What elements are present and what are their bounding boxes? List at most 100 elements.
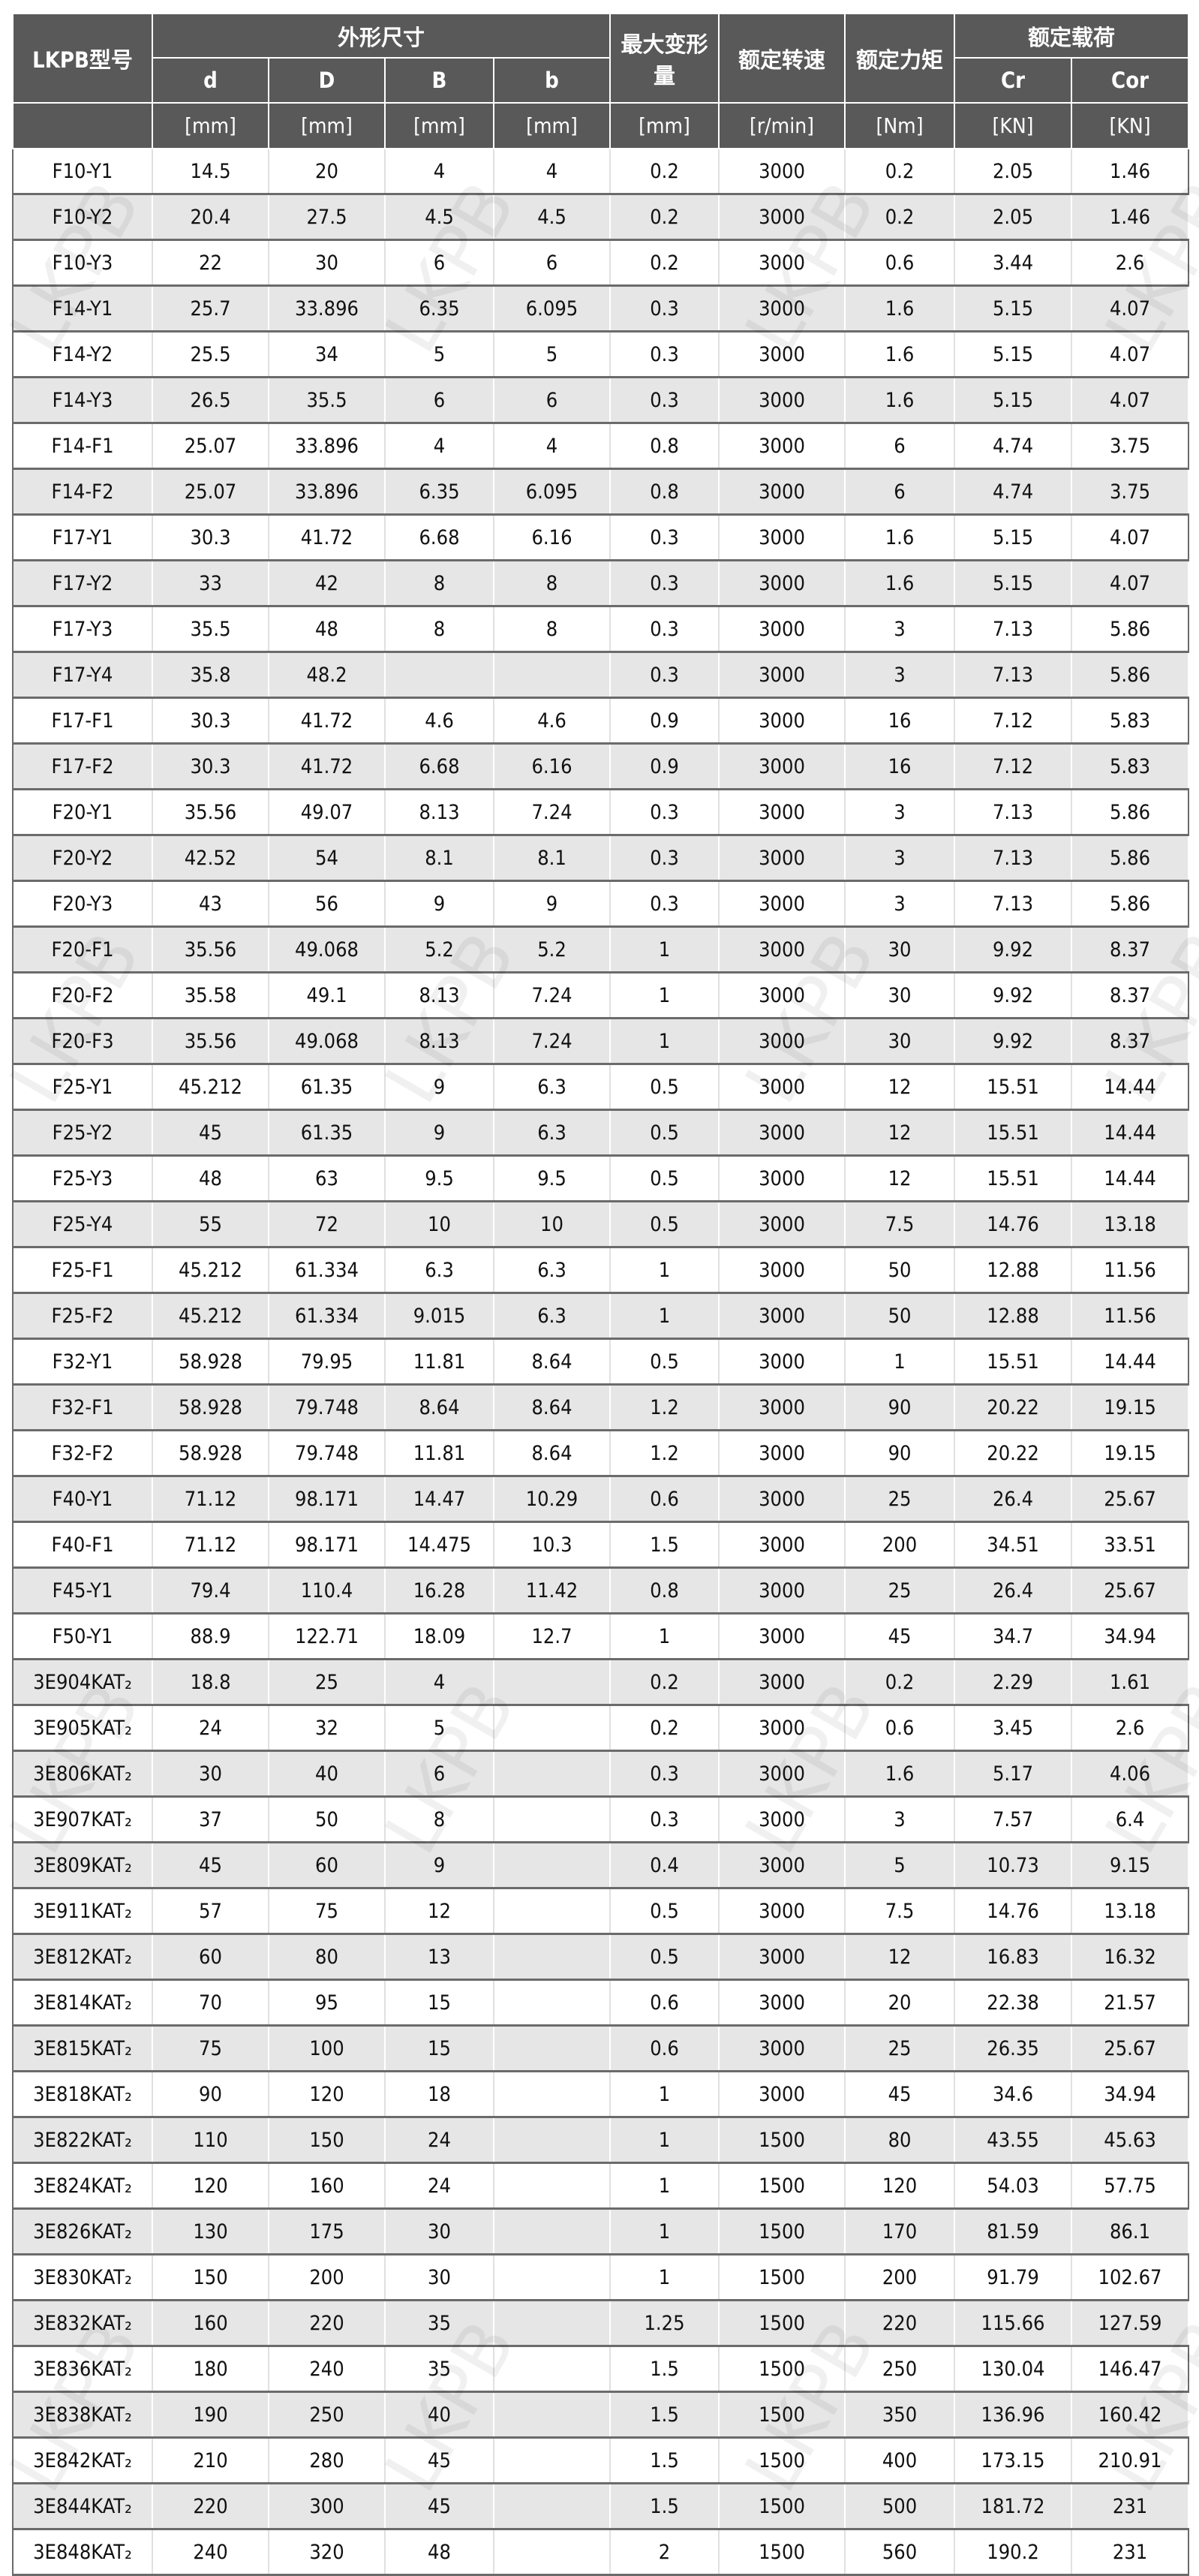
- value-cell: 160.42: [1071, 2391, 1190, 2439]
- value-cell: 3.75: [1071, 468, 1190, 516]
- value-cell: 30: [845, 1018, 956, 1065]
- value-cell: 3000: [719, 1293, 846, 1340]
- value-cell: 1: [610, 1613, 720, 1660]
- value-cell: 6: [385, 377, 494, 424]
- table-row: F14-F1 25.07 33.896 4 4 0.8 3000 6 4.74 3.75: [12, 423, 1190, 470]
- value-cell: 6.3: [494, 1064, 612, 1111]
- value-cell: 11.81: [385, 1338, 494, 1386]
- value-cell: 9.92: [954, 926, 1073, 974]
- value-cell: 48: [152, 1155, 269, 1202]
- value-cell: 45: [152, 1109, 269, 1157]
- value-cell: 4.06: [1071, 1750, 1190, 1798]
- value-cell: 7.5: [845, 1201, 956, 1248]
- value-cell: 8.64: [494, 1430, 612, 1477]
- value-cell: 4: [385, 423, 494, 470]
- value-cell: 18: [385, 2071, 494, 2118]
- value-cell: 16.32: [1071, 1934, 1190, 1981]
- value-cell: 250: [845, 2346, 956, 2393]
- value-cell: 25.67: [1071, 2025, 1190, 2072]
- value-cell: 0.2: [845, 1659, 956, 1706]
- table-row: F17-Y4 35.8 48.2 0.3 3000 3 7.13 5.86: [12, 652, 1190, 699]
- value-cell: 35.58: [152, 972, 269, 1019]
- value-cell: 1.46: [1071, 194, 1190, 241]
- value-cell: 1.5: [610, 2391, 720, 2439]
- value-cell: 1500: [719, 2208, 846, 2256]
- value-cell: 61.334: [269, 1293, 386, 1340]
- value-cell: 300: [269, 2483, 386, 2530]
- value-cell: 22: [152, 239, 269, 287]
- value-cell: 120: [845, 2162, 956, 2210]
- value-cell: 4.07: [1071, 560, 1190, 607]
- value-cell: 25.07: [152, 423, 269, 470]
- value-cell: 3000: [719, 194, 846, 241]
- value-cell: 3000: [719, 1934, 846, 1981]
- value-cell: 0.3: [610, 285, 720, 333]
- value-cell: 3: [845, 789, 956, 836]
- value-cell: 60: [269, 1842, 386, 1889]
- value-cell: 12.7: [494, 1613, 612, 1660]
- value-cell: 25: [269, 1659, 386, 1706]
- value-cell: 26.35: [954, 2025, 1073, 2072]
- model-cell: F32-Y1: [12, 1338, 153, 1386]
- value-cell: 75: [152, 2025, 269, 2072]
- value-cell: 30.3: [152, 697, 269, 745]
- value-cell: 57: [152, 1888, 269, 1935]
- value-cell: 18.8: [152, 1659, 269, 1706]
- value-cell: 5: [385, 331, 494, 378]
- value-cell: 0.6: [610, 1979, 720, 2027]
- value-cell: 0.3: [610, 606, 720, 653]
- model-cell: F20-Y1: [12, 789, 153, 836]
- value-cell: 9.92: [954, 972, 1073, 1019]
- value-cell: 3000: [719, 377, 846, 424]
- value-cell: 130: [152, 2208, 269, 2256]
- value-cell: [494, 1979, 612, 2027]
- value-cell: 8.64: [385, 1384, 494, 1431]
- value-cell: 26.4: [954, 1567, 1073, 1615]
- model-cell: 3E818KAT₂: [12, 2071, 153, 2118]
- table-row: 3E848KAT₂ 240 320 48 2 1500 560 190.2 231: [12, 2529, 1190, 2576]
- model-cell: F20-Y3: [12, 880, 153, 928]
- value-cell: 9.015: [385, 1293, 494, 1340]
- value-cell: 57.75: [1071, 2162, 1190, 2210]
- value-cell: 79.748: [269, 1384, 386, 1431]
- value-cell: 1.2: [610, 1384, 720, 1431]
- value-cell: 58.928: [152, 1384, 269, 1431]
- value-cell: 12.88: [954, 1293, 1073, 1340]
- value-cell: 37: [152, 1796, 269, 1843]
- value-cell: 4.07: [1071, 514, 1190, 561]
- table-row: 3E907KAT₂ 37 50 8 0.3 3000 3 7.57 6.4: [12, 1796, 1190, 1843]
- value-cell: 15.51: [954, 1109, 1073, 1157]
- value-cell: 49.068: [269, 926, 386, 974]
- value-cell: 34.94: [1071, 1613, 1190, 1660]
- value-cell: 0.3: [610, 560, 720, 607]
- model-cell: F20-F2: [12, 972, 153, 1019]
- value-cell: 1: [610, 2254, 720, 2301]
- model-cell: F17-Y1: [12, 514, 153, 561]
- value-cell: 1500: [719, 2254, 846, 2301]
- value-cell: 24: [385, 2162, 494, 2210]
- value-cell: 5.83: [1071, 743, 1190, 790]
- value-cell: 10.3: [494, 1521, 612, 1569]
- model-cell: 3E822KAT₂: [12, 2117, 153, 2164]
- value-cell: 9: [385, 1109, 494, 1157]
- value-cell: 61.35: [269, 1064, 386, 1111]
- value-cell: 3000: [719, 285, 846, 333]
- value-cell: 9: [385, 1842, 494, 1889]
- value-cell: 3: [845, 835, 956, 882]
- value-cell: [494, 1888, 612, 1935]
- value-cell: 3000: [719, 1247, 846, 1294]
- value-cell: 0.4: [610, 1842, 720, 1889]
- value-cell: 15.51: [954, 1155, 1073, 1202]
- header-dimensions: 外形尺寸: [151, 13, 612, 59]
- value-cell: 130.04: [954, 2346, 1073, 2393]
- value-cell: 3000: [719, 652, 846, 699]
- value-cell: 8.1: [494, 835, 612, 882]
- value-cell: 12: [845, 1064, 956, 1111]
- value-cell: 6.3: [385, 1247, 494, 1294]
- value-cell: 3000: [719, 2071, 846, 2118]
- value-cell: 2: [610, 2529, 720, 2576]
- value-cell: 3000: [719, 1476, 846, 1523]
- units-row: [mm] [mm] [mm] [mm] [mm] [r/min] [Nm] [KN] [KN]: [12, 102, 1190, 149]
- table-row: 3E809KAT₂ 45 60 9 0.4 3000 5 10.73 9.15: [12, 1842, 1190, 1889]
- value-cell: 5.86: [1071, 606, 1190, 653]
